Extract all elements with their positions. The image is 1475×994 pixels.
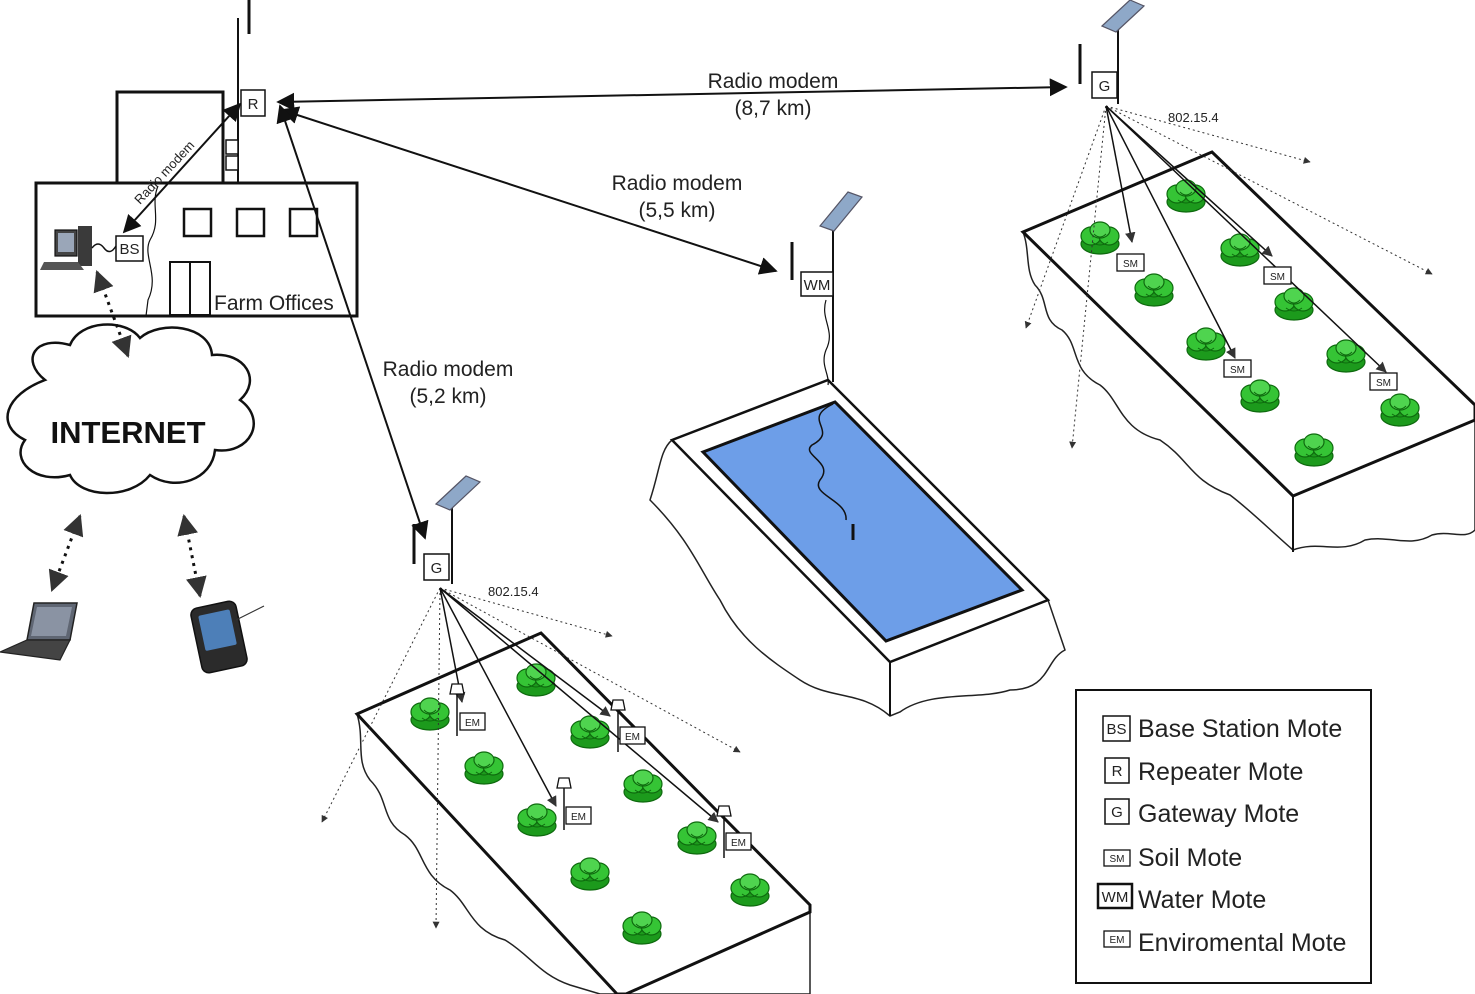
- south-wireless-links: [321, 587, 741, 929]
- environmental-mote-code: EM: [465, 718, 480, 729]
- legend-item-environmental: EM Enviromental Mote: [1103, 929, 1346, 957]
- internet-label: INTERNET: [51, 415, 206, 450]
- east-field: [1020, 150, 1475, 552]
- south-protocol-label: 802.15.4: [488, 584, 539, 599]
- internet-links: [48, 270, 207, 599]
- east-gateway-code: G: [1099, 78, 1111, 95]
- legend-code: WM: [1102, 889, 1129, 906]
- solar-panel-icon: [434, 475, 482, 511]
- legend-item-gateway: G Gateway Mote: [1104, 798, 1299, 828]
- farm-offices-label: Farm Offices: [214, 292, 334, 315]
- legend-code: EM: [1110, 935, 1125, 946]
- radio-link-water: Radio modem (5,5 km): [280, 106, 778, 275]
- laptop-icon: [0, 602, 78, 661]
- legend-label: Repeater Mote: [1138, 758, 1303, 786]
- environmental-mote-code: EM: [571, 812, 586, 823]
- radio-link-south-distance: (5,2 km): [409, 385, 486, 408]
- legend-label: Water Mote: [1138, 886, 1266, 914]
- east-wireless-links: [1024, 105, 1433, 449]
- soil-mote-code: SM: [1123, 259, 1138, 270]
- desktop-computer-icon: [40, 226, 117, 270]
- soil-mote-code: SM: [1230, 365, 1245, 376]
- radio-link-water-label: Radio modem: [612, 172, 743, 195]
- east-protocol-label: 802.15.4: [1168, 110, 1219, 125]
- legend-code: SM: [1110, 854, 1125, 865]
- legend-item-water: WM Water Mote: [1096, 882, 1266, 914]
- base-station-mote: BS: [115, 235, 144, 262]
- south-gateway-mote: G 802.15.4: [412, 475, 539, 599]
- water-mote: WM: [790, 191, 864, 386]
- legend-code: R: [1112, 763, 1123, 780]
- internet-cloud: INTERNET: [6, 323, 255, 495]
- environmental-mote-code: EM: [625, 732, 640, 743]
- repeater-mote: R: [225, 0, 266, 184]
- radio-link-south: Radio modem (5,2 km): [276, 104, 514, 540]
- south-gateway-code: G: [431, 560, 443, 577]
- legend-code: BS: [1106, 721, 1126, 738]
- base-station-mote-code: BS: [119, 241, 139, 258]
- legend-item-repeater: R Repeater Mote: [1104, 757, 1303, 786]
- east-soil-motes: SM SM SM SM: [1116, 253, 1398, 391]
- legend-label: Gateway Mote: [1138, 800, 1299, 828]
- radio-link-east: Radio modem (8,7 km): [276, 70, 1068, 120]
- radio-link-south-label: Radio modem: [383, 358, 514, 381]
- repeater-mote-code: R: [248, 96, 259, 113]
- solar-panel-icon: [1100, 0, 1146, 33]
- legend-label: Soil Mote: [1138, 844, 1242, 872]
- smartphone-icon: [190, 600, 265, 674]
- farm-office-building: Farm Offices: [34, 90, 359, 318]
- soil-mote-code: SM: [1376, 378, 1391, 389]
- south-environmental-motes: EM EM EM EM: [449, 683, 752, 859]
- solar-panel-icon: [818, 191, 864, 232]
- soil-mote-code: SM: [1270, 272, 1285, 283]
- legend-label: Base Station Mote: [1138, 715, 1342, 743]
- water-tank: [649, 378, 1066, 717]
- east-gateway-mote: G 802.15.4: [1078, 0, 1219, 125]
- water-mote-code: WM: [804, 277, 831, 294]
- radio-link-water-distance: (5,5 km): [638, 199, 715, 222]
- legend-item-soil: SM Soil Mote: [1103, 844, 1242, 872]
- legend-code: G: [1111, 804, 1123, 821]
- environmental-mote-code: EM: [731, 838, 746, 849]
- legend: BS Base Station Mote R Repeater Mote G G…: [1075, 689, 1372, 984]
- legend-item-base-station: BS Base Station Mote: [1102, 715, 1342, 743]
- radio-link-east-distance: (8,7 km): [734, 97, 811, 120]
- legend-label: Enviromental Mote: [1138, 929, 1346, 957]
- radio-link-east-label: Radio modem: [708, 70, 839, 93]
